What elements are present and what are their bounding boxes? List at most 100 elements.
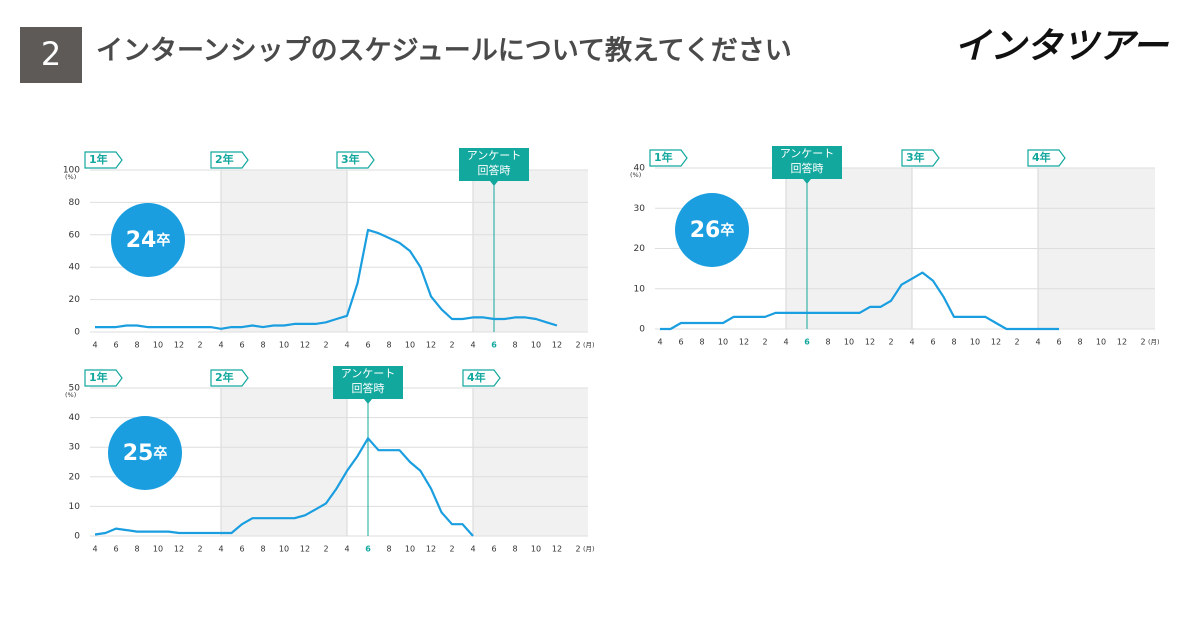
x-tick-label: 6 <box>1056 338 1061 347</box>
year-shade <box>221 170 347 332</box>
x-tick-label: 10 <box>1096 338 1106 347</box>
year-tag <box>210 151 249 169</box>
x-tick-label: 10 <box>844 338 854 347</box>
x-tick-label: 6 <box>678 338 683 347</box>
x-tick-label: 8 <box>134 545 139 554</box>
x-tick-label: 8 <box>951 338 956 347</box>
x-tick-label: 6 <box>804 338 810 347</box>
x-tick-label: 4 <box>909 338 914 347</box>
year-label: 4年 <box>1032 150 1051 164</box>
survey-label: 回答時 <box>478 163 511 177</box>
survey-box <box>459 148 529 181</box>
y-tick-label: 20 <box>69 295 81 305</box>
x-tick-label: 2 <box>762 338 767 347</box>
x-tick-label: 4 <box>92 545 97 554</box>
year-label: 2年 <box>215 370 234 384</box>
data-line <box>660 271 1059 331</box>
badge-suffix: 卒 <box>153 445 167 462</box>
year-label: 2年 <box>215 152 234 166</box>
x-tick-label: 4 <box>344 545 349 554</box>
year-shade <box>473 388 588 536</box>
x-tick-label: 8 <box>260 545 265 554</box>
logo: インタツアー <box>954 26 1169 67</box>
x-tick-label: 2 <box>575 341 580 350</box>
year-shade <box>473 170 588 332</box>
x-tick-label: 2 <box>449 341 454 350</box>
x-tick-label: 6 <box>491 341 497 350</box>
x-tick-label: 12 <box>1117 338 1127 347</box>
x-tick-label: 2 <box>575 545 580 554</box>
y-tick-label: 40 <box>634 164 646 174</box>
y-unit: (%) <box>65 173 76 181</box>
x-tick-label: 4 <box>783 338 788 347</box>
x-tick-label: 12 <box>991 338 1001 347</box>
x-tick-label: 12 <box>426 341 436 350</box>
x-tick-label: 12 <box>552 545 562 554</box>
y-unit: (%) <box>65 391 76 399</box>
survey-pointer <box>490 181 498 186</box>
x-tick-label: 8 <box>512 545 517 554</box>
y-tick-label: 20 <box>634 244 646 254</box>
x-tick-label: 4 <box>470 341 475 350</box>
x-tick-label: 2 <box>323 545 328 554</box>
x-unit: (月) <box>583 341 595 349</box>
x-tick-label: 12 <box>300 545 310 554</box>
x-tick-label: 6 <box>113 341 118 350</box>
header-number: 2 <box>41 35 61 73</box>
badge-text: 24卒 <box>126 228 171 253</box>
x-tick-label: 4 <box>92 341 97 350</box>
x-tick-label: 10 <box>153 341 163 350</box>
x-tick-label: 10 <box>970 338 980 347</box>
y-tick-label: 50 <box>69 384 81 394</box>
y-tick-label: 100 <box>63 166 80 176</box>
x-tick-label: 10 <box>531 341 541 350</box>
year-label: 3年 <box>906 150 925 164</box>
survey-label: 回答時 <box>352 381 385 395</box>
x-tick-label: 2 <box>323 341 328 350</box>
year-tag <box>84 369 123 387</box>
y-tick-label: 60 <box>69 230 81 240</box>
year-label: 3年 <box>341 152 360 166</box>
y-tick-label: 30 <box>69 443 81 453</box>
badge-number: 25 <box>123 441 154 466</box>
x-tick-label: 10 <box>279 341 289 350</box>
year-tag <box>901 149 940 167</box>
x-tick-label: 2 <box>197 545 202 554</box>
x-unit: (月) <box>1148 338 1160 346</box>
year-label: 4年 <box>467 370 486 384</box>
data-line <box>95 228 558 330</box>
x-tick-label: 12 <box>174 545 184 554</box>
x-tick-label: 6 <box>365 341 370 350</box>
y-tick-label: 10 <box>69 502 81 512</box>
badge-number: 24 <box>126 228 157 253</box>
x-tick-label: 2 <box>888 338 893 347</box>
x-tick-label: 8 <box>825 338 830 347</box>
x-tick-label: 8 <box>386 341 391 350</box>
badge <box>675 193 749 267</box>
year-tag <box>649 149 688 167</box>
x-tick-label: 4 <box>470 545 475 554</box>
survey-label: 回答時 <box>791 161 824 175</box>
y-tick-label: 0 <box>74 532 80 542</box>
x-tick-label: 10 <box>718 338 728 347</box>
header-title: インターンシップのスケジュールについて教えてください <box>96 36 792 67</box>
badge <box>111 203 185 277</box>
x-tick-label: 6 <box>239 545 244 554</box>
year-tag <box>462 369 501 387</box>
x-tick-label: 6 <box>930 338 935 347</box>
x-tick-label: 12 <box>552 341 562 350</box>
y-tick-label: 0 <box>639 325 645 335</box>
x-tick-label: 6 <box>365 545 371 554</box>
x-tick-label: 12 <box>865 338 875 347</box>
x-tick-label: 12 <box>426 545 436 554</box>
x-tick-label: 4 <box>218 341 223 350</box>
x-tick-label: 4 <box>657 338 662 347</box>
year-label: 1年 <box>89 370 108 384</box>
x-tick-label: 12 <box>174 341 184 350</box>
x-tick-label: 8 <box>512 341 517 350</box>
x-tick-label: 10 <box>531 545 541 554</box>
x-tick-label: 8 <box>699 338 704 347</box>
survey-pointer <box>364 399 372 404</box>
year-shade <box>221 388 347 536</box>
